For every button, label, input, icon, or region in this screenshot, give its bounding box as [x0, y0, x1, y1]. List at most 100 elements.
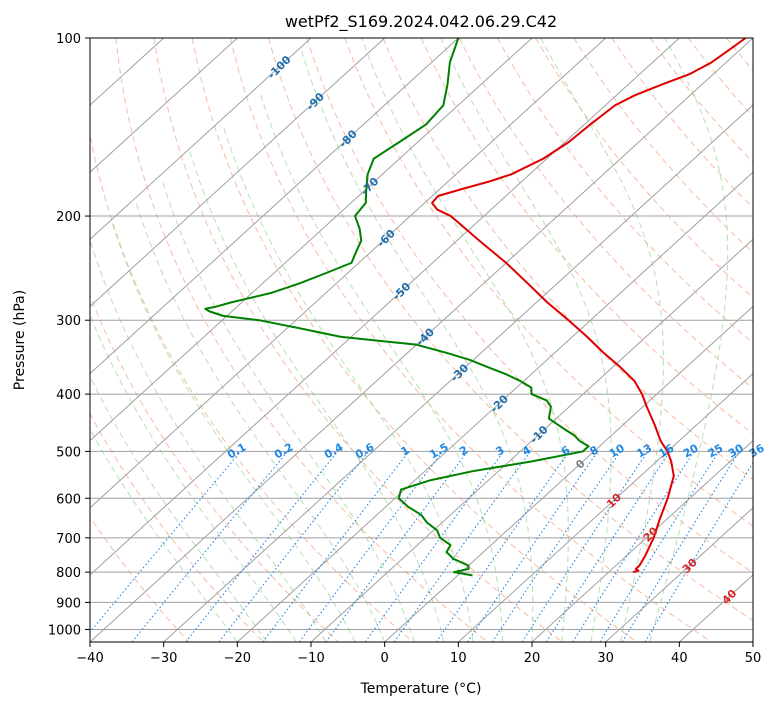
dry-adiabat: [191, 38, 638, 642]
x-tick-label: 20: [524, 651, 541, 666]
mixing-ratio-line: [435, 451, 570, 642]
x-tick-label: 10: [450, 651, 467, 666]
moist-adiabat: [189, 150, 445, 642]
isotherm-line: [236, 171, 753, 642]
y-tick-label: 100: [56, 32, 81, 47]
isotherm-line: [531, 439, 753, 642]
plot-frame: [89, 37, 754, 643]
dry-adiabat: [420, 38, 753, 435]
dry-adiabat: [90, 515, 190, 642]
dry-adiabat: [90, 412, 264, 642]
mixing-ratio-label: 25: [706, 442, 726, 461]
y-tick-label: 800: [56, 566, 81, 581]
dry-adiabat: [649, 38, 753, 163]
mixing-ratio-label: 13: [634, 442, 654, 461]
dry-adiabat: [344, 38, 753, 527]
mixing-ratio-label: 1.5: [427, 440, 450, 461]
y-tick-label: 600: [56, 492, 81, 507]
mixing-ratio-line: [521, 451, 649, 642]
mixing-ratio-line: [298, 451, 444, 642]
y-tick-label: 1000: [48, 623, 81, 638]
dry-adiabat: [611, 38, 753, 209]
isotherm-line: [90, 38, 238, 173]
mixing-ratio-line: [90, 451, 242, 633]
mixing-ratio-label: 30: [726, 441, 746, 460]
mixing-ratio-line: [467, 451, 599, 642]
profiles: [204, 38, 747, 577]
moist-adiabat: [135, 202, 386, 642]
isotherm-line: [90, 38, 680, 576]
dry-adiabat: [725, 38, 753, 72]
moist-adiabat: [361, 38, 569, 642]
moist-adiabat: [440, 38, 612, 642]
mixing-ratio-label: 0.1: [225, 440, 248, 461]
y-tick-label: 500: [56, 445, 81, 460]
moist-adiabat: [90, 313, 297, 642]
isotherm-line: [752, 641, 753, 642]
isotherm-line: [90, 38, 607, 509]
mixing-ratio-line: [393, 451, 531, 642]
y-tick-label: 700: [56, 532, 81, 547]
dry-adiabat: [268, 38, 753, 622]
dry-adiabat: [115, 38, 488, 642]
moist-adiabat: [111, 222, 356, 642]
dry-adiabat: [765, 38, 775, 642]
mixing-ratio-label: 0.4: [322, 440, 346, 461]
isotherm-line: [384, 305, 753, 642]
isotherm-line: [310, 238, 753, 642]
mixing-ratio-label: 10: [607, 441, 627, 460]
isotherm-line: [457, 372, 753, 642]
isotherm-line: [90, 38, 459, 375]
y-axis-ticks: 100 200 300 400 500 600 700 800 900 1000: [48, 32, 90, 638]
dewpoint-profile-line: [204, 38, 590, 577]
background-lines: [90, 38, 775, 642]
mixing-ratio-labels: 0.1 0.2 0.4 0.6 1 1.5 2 3 4 6 8 10 13 16 20 25 30 36: [225, 440, 767, 461]
dry-adiabat: [153, 38, 563, 642]
y-axis-label: Pressure (hPa): [12, 290, 28, 390]
mixing-ratio-line: [572, 451, 695, 642]
isotherm-line: [605, 507, 753, 642]
x-tick-label: 50: [745, 651, 762, 666]
mixing-ratio-line: [262, 451, 410, 642]
dry-adiabat: [497, 38, 753, 344]
moist-adiabat: [301, 50, 534, 642]
temperature-profile-line: [431, 38, 747, 574]
mixing-ratio-line: [491, 451, 621, 642]
y-tick-label: 900: [56, 596, 81, 611]
isotherm-line: [90, 38, 533, 442]
moist-adiabat: [649, 38, 729, 642]
isotherm-line: [90, 38, 312, 241]
chart-title: wetPf2_S169.2024.042.06.29.C42: [285, 12, 557, 32]
x-tick-label: 40: [671, 651, 688, 666]
isotherm-line: [90, 38, 753, 642]
x-tick-label: −20: [224, 651, 251, 666]
moist-adiabat: [162, 181, 415, 642]
moist-adiabat: [90, 428, 238, 642]
y-tick-label: 300: [56, 314, 81, 329]
mixing-ratio-line: [325, 451, 468, 642]
mixing-ratio-label: 0.6: [353, 440, 377, 461]
x-tick-label: 0: [381, 651, 389, 666]
mixing-ratio-label: 4: [520, 443, 533, 458]
isotherm-line: [90, 38, 386, 308]
x-tick-label: −40: [76, 651, 103, 666]
mixing-ratio-line: [621, 451, 740, 642]
mixing-ratio-line: [185, 451, 338, 642]
moist-adiabat: [90, 240, 327, 642]
moist-adiabat: [540, 38, 664, 642]
mixing-ratio-line: [131, 451, 289, 642]
x-axis-ticks: −40 −30 −20 −10 0 10 20 30 40 50: [76, 642, 761, 666]
mixing-ratio-line: [599, 451, 720, 642]
mixing-ratio-label: 16: [657, 441, 677, 460]
isotherm-line: [163, 104, 753, 642]
mixing-ratio-line: [218, 451, 369, 642]
x-tick-label: −30: [150, 651, 177, 666]
y-tick-label: 200: [56, 210, 81, 225]
mixing-ratio-label: 36: [747, 441, 767, 460]
mixing-ratio-line: [364, 451, 505, 642]
y-tick-label: 400: [56, 388, 81, 403]
x-tick-label: −10: [297, 651, 324, 666]
